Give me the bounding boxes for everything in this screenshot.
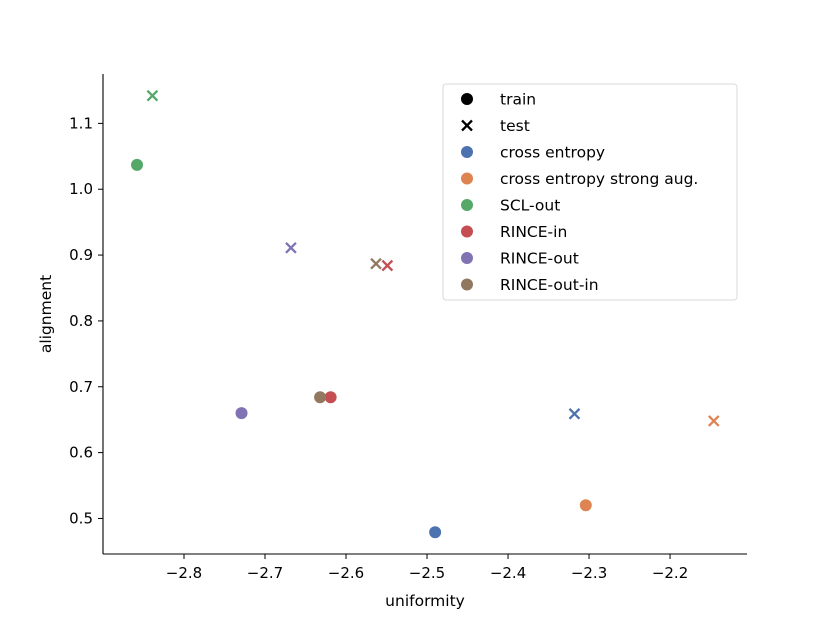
point-train-cross-entropy-strong-aug [579, 499, 592, 512]
y-axis-ticks: 0.5 0.6 0.7 0.8 0.9 1.0 1.1 [69, 114, 103, 527]
legend-label-test: test [500, 117, 530, 135]
legend-marker-scl-out [461, 199, 473, 211]
y-tick-label: 0.7 [69, 378, 93, 396]
legend-frame [442, 83, 738, 301]
x-tick-label: −2.4 [490, 564, 526, 582]
point-test-rince-out-stroke-b [285, 242, 297, 254]
y-axis-label: alignment [37, 275, 55, 353]
y-tick-label: 1.0 [69, 180, 93, 198]
legend: train test cross entropy cross entropy stro… [442, 83, 738, 301]
y-tick-label: 0.9 [69, 246, 93, 264]
x-tick-label: −2.2 [652, 564, 688, 582]
point-test-cross-entropy [568, 407, 581, 420]
legend-marker-rince-out-in [461, 278, 473, 291]
data-points [131, 89, 720, 539]
point-test-cross-entropy-strong-aug-stroke-b [707, 415, 720, 427]
legend-label-rince-in: RINCE-in [500, 223, 567, 241]
x-tick-label: −2.5 [409, 564, 445, 582]
legend-marker-train [461, 93, 473, 105]
legend-label-train: train [500, 91, 536, 109]
legend-label-cross-entropy-strong-aug: cross entropy strong aug. [500, 170, 698, 188]
point-test-scl-out-stroke-b [146, 89, 159, 102]
point-test-rince-out [285, 242, 297, 254]
y-tick-label: 0.6 [69, 444, 93, 462]
y-tick-label: 0.5 [69, 509, 93, 527]
x-tick-label: −2.8 [166, 564, 202, 582]
point-test-rince-in-stroke-b [381, 259, 394, 272]
point-train-scl-out [131, 158, 144, 171]
x-axis-label: uniformity [385, 592, 465, 610]
x-tick-label: −2.3 [571, 564, 607, 582]
point-test-cross-entropy-stroke-b [568, 407, 581, 420]
legend-marker-rince-out [461, 252, 473, 264]
legend-marker-test-stroke-b [461, 119, 473, 132]
x-tick-label: −2.6 [328, 564, 364, 582]
y-tick-label: 0.8 [69, 312, 93, 330]
legend-label-rince-out-in: RINCE-out-in [500, 276, 599, 294]
point-test-scl-out [146, 89, 159, 102]
point-test-rince-out-in-stroke-b [370, 257, 382, 270]
point-train-cross-entropy [429, 526, 442, 539]
legend-marker-cross-entropy [461, 146, 473, 158]
legend-label-rince-out: RINCE-out [500, 250, 579, 268]
legend-marker-rince-in [461, 225, 473, 238]
point-test-rince-out-in [370, 257, 382, 270]
x-axis-ticks: −2.8 −2.7 −2.6 −2.5 −2.4 −2.3 −2.2 [166, 554, 688, 582]
point-train-rince-out [235, 407, 248, 420]
x-tick-label: −2.7 [247, 564, 283, 582]
point-train-rince-out-in [314, 391, 327, 404]
legend-marker-test [461, 119, 473, 132]
legend-marker-cross-entropy-strong-aug [461, 172, 473, 185]
point-test-rince-in [381, 259, 394, 272]
point-test-cross-entropy-strong-aug [707, 415, 720, 427]
legend-label-cross-entropy: cross entropy [500, 144, 605, 162]
y-tick-label: 1.1 [69, 114, 93, 132]
point-train-rince-in [324, 391, 337, 404]
legend-label-scl-out: SCL-out [500, 197, 560, 215]
